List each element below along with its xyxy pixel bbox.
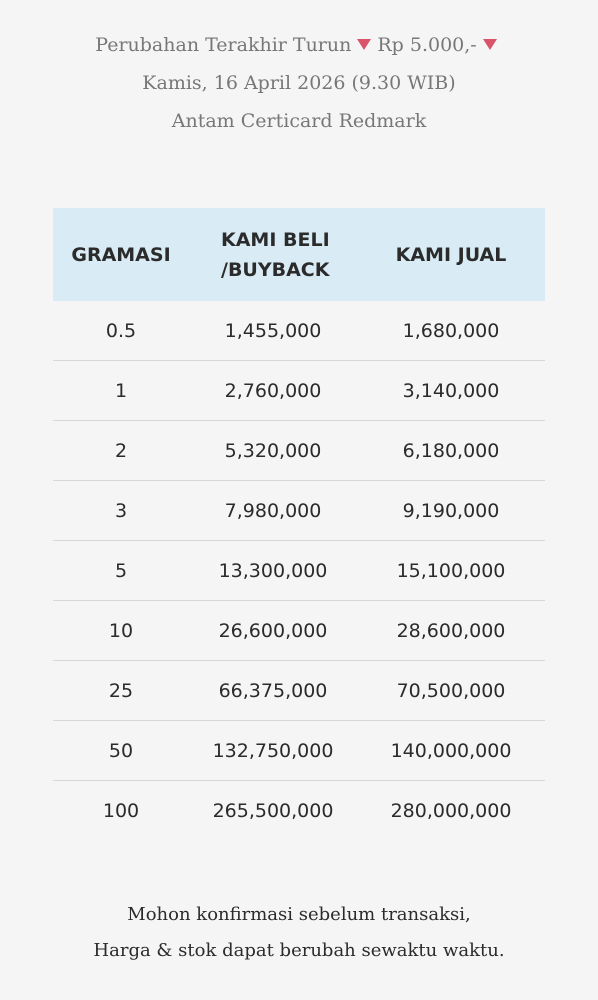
price-date: Kamis, 16 April 2026 (9.30 WIB): [142, 72, 456, 94]
column-header-kami-beli-line1: KAMI BELI: [221, 228, 330, 251]
cell-kami-jual: 28,600,000: [357, 600, 545, 661]
table-row: 10 26,600,000 28,600,000: [53, 600, 545, 661]
column-header-kami-beli: KAMI BELI /BUYBACK: [189, 208, 357, 301]
table-row: 5 13,300,000 15,100,000: [53, 540, 545, 601]
cell-kami-jual: 70,500,000: [357, 660, 545, 721]
cell-gramasi: 5: [53, 540, 189, 601]
disclaimer-line-2: Harga & stok dapat berubah sewaktu waktu…: [93, 940, 505, 961]
price-change-label: Perubahan Terakhir Turun: [95, 34, 352, 56]
disclaimer-line-1: Mohon konfirmasi sebelum transaksi,: [127, 904, 471, 925]
table-row: 1 2,760,000 3,140,000: [53, 360, 545, 421]
cell-kami-beli: 5,320,000: [189, 420, 357, 481]
column-header-kami-jual: KAMI JUAL: [357, 208, 545, 301]
price-change-amount: Rp 5.000,-: [377, 34, 477, 56]
price-table-body: 0.5 1,455,000 1,680,000 1 2,760,000 3,14…: [53, 301, 545, 840]
disclaimer: Mohon konfirmasi sebelum transaksi, Harg…: [0, 897, 598, 969]
table-row: 2 5,320,000 6,180,000: [53, 420, 545, 481]
cell-kami-beli: 2,760,000: [189, 360, 357, 421]
cell-kami-beli: 132,750,000: [189, 720, 357, 781]
cell-kami-jual: 9,190,000: [357, 480, 545, 541]
price-change-line: Perubahan Terakhir Turun Rp 5.000,-: [0, 26, 598, 64]
cell-kami-jual: 280,000,000: [390, 799, 512, 822]
cell-gramasi: 0.5: [53, 301, 189, 361]
table-row: 3 7,980,000 9,190,000: [53, 480, 545, 541]
table-header-row: GRAMASI KAMI BELI /BUYBACK KAMI JUAL: [53, 208, 545, 301]
product-name: Antam Certicard Redmark: [171, 110, 427, 132]
cell-kami-jual: 3,140,000: [357, 360, 545, 421]
cell-kami-beli: 265,500,000: [212, 799, 334, 822]
cell-kami-beli: 7,980,000: [189, 480, 357, 541]
table-row: 100 265,500,000 280,000,000: [53, 781, 545, 841]
cell-gramasi: 25: [53, 660, 189, 721]
cell-gramasi: 50: [53, 720, 189, 781]
column-header-gramasi: GRAMASI: [53, 208, 189, 301]
cell-kami-beli: 26,600,000: [189, 600, 357, 661]
cell-kami-beli: 66,375,000: [189, 660, 357, 721]
cell-kami-jual: 140,000,000: [357, 720, 545, 781]
table-row: 50 132,750,000 140,000,000: [53, 720, 545, 781]
table-row: 25 66,375,000 70,500,000: [53, 660, 545, 721]
price-change-header: Perubahan Terakhir Turun Rp 5.000,- Kamis…: [0, 26, 598, 140]
table-row: 0.5 1,455,000 1,680,000: [53, 301, 545, 361]
cell-gramasi: 3: [53, 480, 189, 541]
cell-gramasi: 100: [102, 799, 140, 822]
cell-kami-jual: 15,100,000: [357, 540, 545, 601]
price-table-container: GRAMASI KAMI BELI /BUYBACK KAMI JUAL 0.5…: [53, 208, 545, 840]
cell-kami-jual: 1,680,000: [357, 301, 545, 361]
price-table: GRAMASI KAMI BELI /BUYBACK KAMI JUAL 0.5…: [53, 208, 545, 840]
cell-kami-beli: 1,455,000: [189, 301, 357, 361]
triangle-down-icon: [482, 38, 497, 50]
cell-gramasi: 10: [53, 600, 189, 661]
triangle-down-icon: [357, 38, 372, 50]
cell-gramasi: 1: [53, 360, 189, 421]
column-header-kami-beli-line2: /BUYBACK: [221, 258, 330, 281]
cell-kami-jual: 6,180,000: [357, 420, 545, 481]
cell-gramasi: 2: [53, 420, 189, 481]
cell-kami-beli: 13,300,000: [189, 540, 357, 601]
